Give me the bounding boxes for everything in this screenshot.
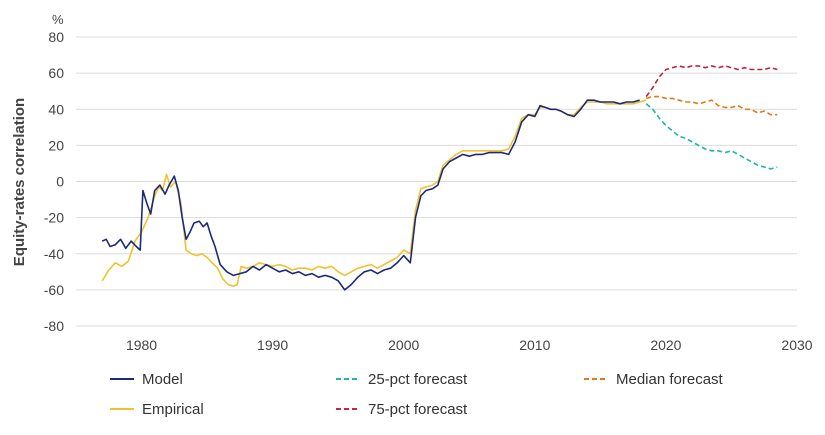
legend-label: Median forecast <box>616 371 724 388</box>
y-tick-labels: 80 60 40 20 0 -20 -40 -60 -80 <box>44 29 64 334</box>
x-tick-label: 1990 <box>257 337 288 353</box>
y-tick-label: 20 <box>48 137 64 153</box>
legend-item: 25-pct forecast <box>336 371 468 388</box>
y-axis-label: Equity-rates correlation <box>11 98 28 266</box>
y-unit-label: % <box>52 12 64 27</box>
y-tick-label: 40 <box>48 101 64 117</box>
legend-item: Empirical <box>110 401 204 418</box>
x-tick-label: 1980 <box>126 337 157 353</box>
y-tick-label: 80 <box>48 29 64 45</box>
legend-label: 75-pct forecast <box>368 401 468 418</box>
x-tick-labels: 1980 1990 2000 2010 2020 2030 <box>126 337 813 353</box>
x-tick-label: 2010 <box>519 337 550 353</box>
legend-item: Model <box>110 371 183 388</box>
y-tick-label: -40 <box>44 246 64 262</box>
x-tick-label: 2030 <box>781 337 812 353</box>
series-line-model <box>101 99 640 291</box>
series-line-25-pct-forecast <box>645 103 778 170</box>
legend-label: Empirical <box>142 401 204 418</box>
series-line-empirical <box>101 99 647 288</box>
y-tick-label: 0 <box>56 174 64 190</box>
y-tick-label: -20 <box>44 210 64 226</box>
y-tick-label: -80 <box>44 318 64 334</box>
y-tick-label: -60 <box>44 282 64 298</box>
x-tick-label: 2020 <box>650 337 681 353</box>
legend-item: Median forecast <box>584 371 724 388</box>
legend-label: Model <box>142 371 183 388</box>
x-tick-label: 2000 <box>388 337 419 353</box>
series-line-75-pct-forecast <box>645 65 778 98</box>
series-line-median-forecast <box>645 95 778 116</box>
series-lines <box>101 65 778 291</box>
y-tick-label: 60 <box>48 65 64 81</box>
legend: Model 25-pct forecast Median forecast Empir… <box>110 371 724 418</box>
legend-label: 25-pct forecast <box>368 371 468 388</box>
legend-item: 75-pct forecast <box>336 401 468 418</box>
